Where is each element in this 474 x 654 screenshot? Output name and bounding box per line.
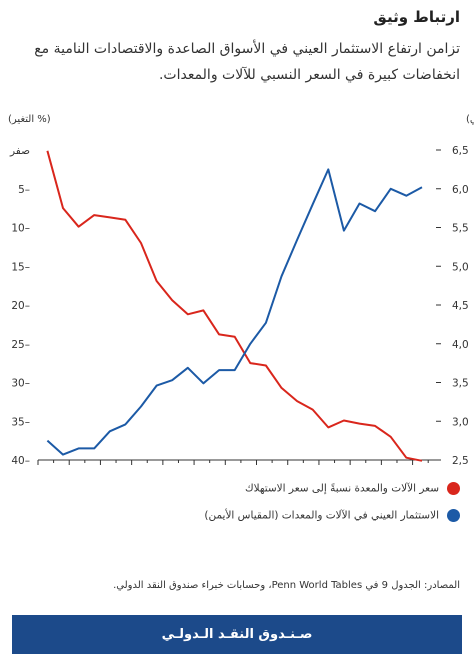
left-tick-label: 35– [11, 416, 30, 428]
legend-item-price: سعر الآلات والمعدة نسبةً إلى سعر الاستهل… [245, 482, 460, 495]
left-tick-label: 25– [11, 339, 30, 351]
left-tick-label: 40– [11, 455, 30, 467]
legend-swatch-red [447, 482, 460, 495]
left-tick-label: 20– [11, 300, 30, 312]
right-tick-label: 4,5 [452, 300, 469, 312]
right-tick-label: 3,5 [452, 378, 469, 390]
right-tick-label: 6,0 [452, 184, 469, 196]
right-tick-label: 2,5 [452, 455, 469, 467]
series-line-investment [46, 168, 423, 456]
left-tick-label: 10– [11, 223, 30, 235]
left-tick-label: صفر [9, 145, 30, 157]
left-tick-label: 5– [18, 184, 30, 196]
left-tick-label: 15– [11, 261, 30, 273]
chart-title: ارتباط وثيق [373, 8, 460, 26]
right-tick-label: 5,5 [452, 223, 469, 235]
left-tick-label: 30– [11, 378, 30, 390]
legend-label-price: سعر الآلات والمعدة نسبةً إلى سعر الاستهل… [244, 482, 439, 495]
right-tick-label: 6,5 [452, 145, 469, 157]
legend-item-investment: الاستثمار العيني في الآلات والمعدات (الم… [204, 509, 460, 522]
legend-swatch-blue [447, 509, 460, 522]
sources-note: المصادر: الجدول 9 في Penn World Tables، … [113, 580, 460, 591]
chart-subtitle: تزامن ارتفاع الاستثمار العيني في الأسواق… [34, 41, 460, 83]
imf-footer-banner[interactable]: صـنـدوق النقـد الـدولـي [12, 615, 462, 654]
right-tick-label: 5,0 [452, 261, 469, 273]
legend-label-investment: الاستثمار العيني في الآلات والمعدات (الم… [204, 509, 439, 522]
right-tick-label: 3,0 [452, 416, 469, 428]
right-tick-label: 4,0 [452, 339, 469, 351]
left-axis-label: (التغير %) [8, 114, 51, 125]
right-axis-label: (% من إجمالي الناتج المحلي الحقيقي) [466, 114, 474, 125]
series-line-price [46, 150, 423, 462]
line-chart: (التغير %) (% من إجمالي الناتج المحلي الح… [8, 114, 474, 467]
